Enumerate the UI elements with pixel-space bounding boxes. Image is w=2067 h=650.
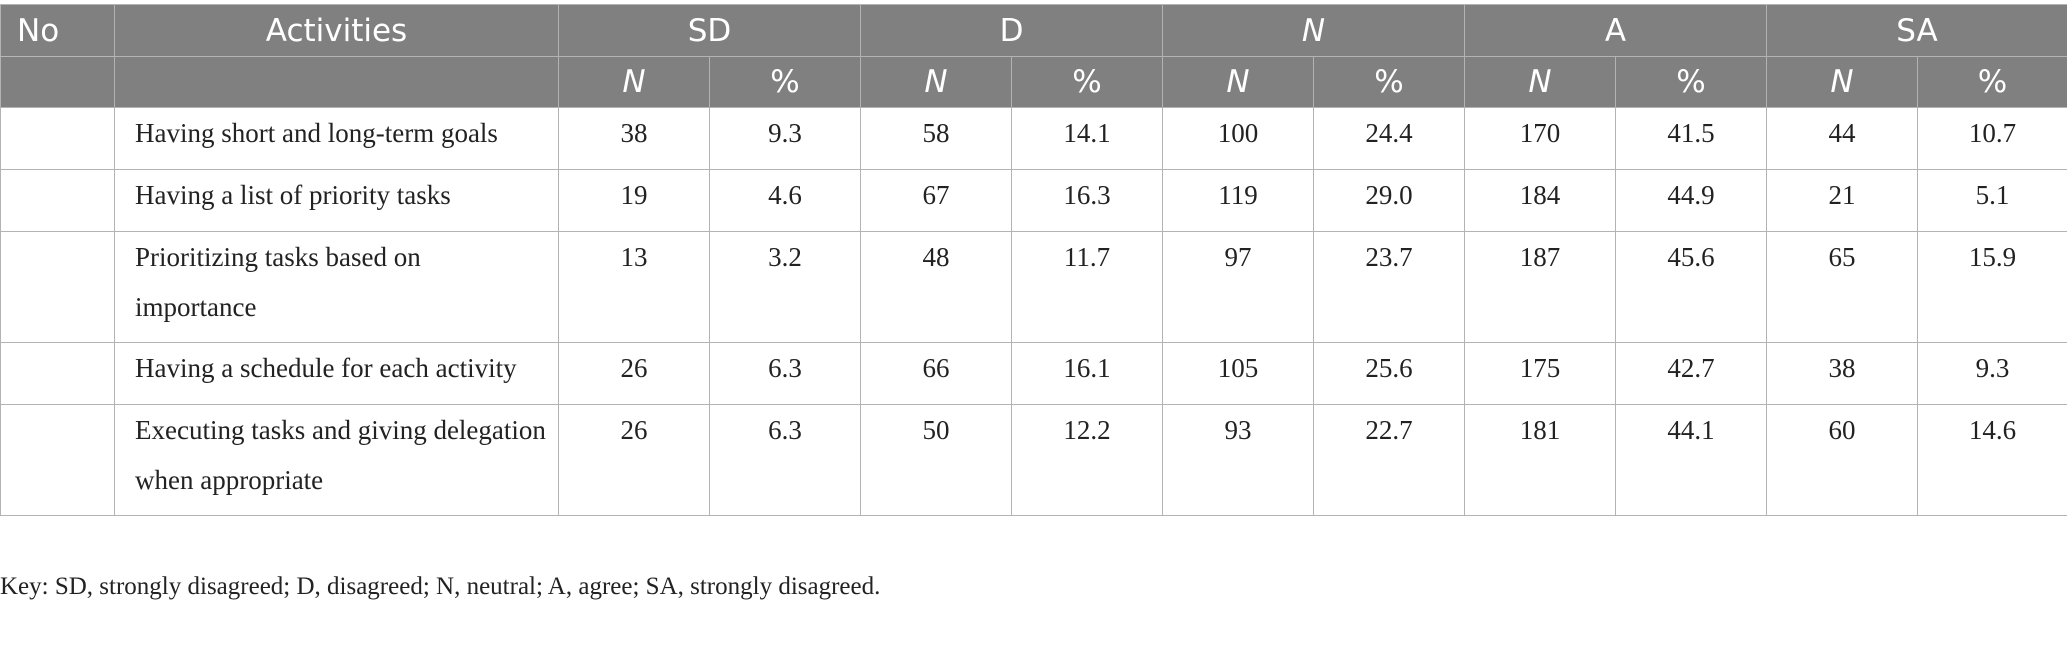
- cell-a-pct: 41.5: [1615, 107, 1768, 170]
- header-no-empty: [0, 56, 115, 108]
- cell-n-pct: 23.7: [1312, 231, 1466, 343]
- cell-n-n: 93: [1162, 404, 1314, 516]
- cell-n-n: 105: [1162, 342, 1314, 405]
- cell-n-pct: 25.6: [1312, 342, 1466, 405]
- subheader-n-n: N: [1162, 56, 1314, 108]
- subheader-d-pct: %: [1011, 56, 1163, 108]
- row-activity: Having a schedule for each activity: [114, 342, 559, 405]
- subheader-sd-n: N: [558, 56, 710, 108]
- table-body: Having short and long-term goals 38 9.3 …: [0, 107, 2067, 516]
- header-no: No: [0, 4, 115, 57]
- header-activities-empty: [114, 56, 559, 108]
- subheader-sa-pct: %: [1917, 56, 2067, 108]
- cell-d-pct: 16.3: [1011, 169, 1163, 232]
- table-row: Having a list of priority tasks 19 4.6 6…: [0, 169, 2067, 232]
- table-header: No Activities SD D N A SA N % N % N % N …: [0, 4, 2067, 108]
- cell-sd-n: 13: [558, 231, 710, 343]
- cell-sa-pct: 15.9: [1917, 231, 2067, 343]
- subheader-a-pct: %: [1615, 56, 1768, 108]
- header-sd: SD: [558, 4, 861, 57]
- cell-a-pct: 44.9: [1615, 169, 1768, 232]
- cell-n-pct: 29.0: [1312, 169, 1466, 232]
- cell-d-pct: 16.1: [1011, 342, 1163, 405]
- row-no: [0, 107, 115, 170]
- cell-sd-pct: 6.3: [709, 404, 861, 516]
- cell-a-n: 181: [1464, 404, 1617, 516]
- cell-a-n: 187: [1464, 231, 1617, 343]
- header-row-subcolumns: N % N % N % N % N %: [0, 56, 2067, 108]
- row-no: [0, 342, 115, 405]
- cell-d-pct: 11.7: [1011, 231, 1163, 343]
- subheader-sd-pct: %: [709, 56, 861, 108]
- cell-d-pct: 12.2: [1011, 404, 1163, 516]
- cell-d-n: 48: [860, 231, 1012, 343]
- cell-sd-n: 26: [558, 404, 710, 516]
- cell-sa-n: 65: [1766, 231, 1919, 343]
- row-no: [0, 169, 115, 232]
- cell-d-n: 66: [860, 342, 1012, 405]
- cell-sa-pct: 10.7: [1917, 107, 2067, 170]
- cell-sd-pct: 4.6: [709, 169, 861, 232]
- cell-d-n: 50: [860, 404, 1012, 516]
- row-activity: Executing tasks and giving delegation wh…: [114, 404, 559, 516]
- cell-a-n: 175: [1464, 342, 1617, 405]
- header-sa: SA: [1766, 4, 2067, 57]
- header-d: D: [860, 4, 1163, 57]
- cell-n-n: 119: [1162, 169, 1314, 232]
- header-row-groups: No Activities SD D N A SA: [0, 4, 2067, 57]
- cell-sa-pct: 5.1: [1917, 169, 2067, 232]
- row-no: [0, 231, 115, 343]
- cell-sd-pct: 6.3: [709, 342, 861, 405]
- cell-a-n: 170: [1464, 107, 1617, 170]
- table-row: Executing tasks and giving delegation wh…: [0, 404, 2067, 516]
- header-n: N: [1161, 4, 1466, 57]
- subheader-d-n: N: [860, 56, 1012, 108]
- cell-sd-pct: 9.3: [709, 107, 861, 170]
- table-row: Having a schedule for each activity 26 6…: [0, 342, 2067, 405]
- cell-a-pct: 42.7: [1615, 342, 1768, 405]
- cell-sd-pct: 3.2: [709, 231, 861, 343]
- cell-n-pct: 24.4: [1312, 107, 1466, 170]
- cell-sa-n: 60: [1766, 404, 1919, 516]
- cell-sa-n: 44: [1766, 107, 1919, 170]
- row-activity: Having a list of priority tasks: [114, 169, 559, 232]
- survey-table: No Activities SD D N A SA N % N % N % N …: [0, 4, 2067, 516]
- cell-a-pct: 44.1: [1615, 404, 1768, 516]
- row-no: [0, 404, 115, 516]
- cell-sd-n: 26: [558, 342, 710, 405]
- cell-d-pct: 14.1: [1011, 107, 1163, 170]
- cell-n-n: 97: [1162, 231, 1314, 343]
- cell-sa-pct: 9.3: [1917, 342, 2067, 405]
- table-row: Prioritizing tasks based on importance 1…: [0, 231, 2067, 343]
- subheader-sa-n: N: [1766, 56, 1919, 108]
- header-a: A: [1464, 4, 1768, 57]
- cell-d-n: 67: [860, 169, 1012, 232]
- subheader-n-pct: %: [1312, 56, 1466, 108]
- cell-n-pct: 22.7: [1312, 404, 1466, 516]
- cell-sd-n: 19: [558, 169, 710, 232]
- cell-sa-pct: 14.6: [1917, 404, 2067, 516]
- cell-n-n: 100: [1162, 107, 1314, 170]
- cell-a-pct: 45.6: [1615, 231, 1768, 343]
- table-footnote: Key: SD, strongly disagreed; D, disagree…: [0, 573, 881, 600]
- cell-d-n: 58: [860, 107, 1012, 170]
- row-activity: Having short and long-term goals: [114, 107, 559, 170]
- table-row: Having short and long-term goals 38 9.3 …: [0, 107, 2067, 170]
- cell-sd-n: 38: [558, 107, 710, 170]
- cell-sa-n: 21: [1766, 169, 1919, 232]
- cell-sa-n: 38: [1766, 342, 1919, 405]
- subheader-a-n: N: [1464, 56, 1617, 108]
- row-activity: Prioritizing tasks based on importance: [114, 231, 559, 343]
- cell-a-n: 184: [1464, 169, 1617, 232]
- header-activities: Activities: [114, 4, 559, 57]
